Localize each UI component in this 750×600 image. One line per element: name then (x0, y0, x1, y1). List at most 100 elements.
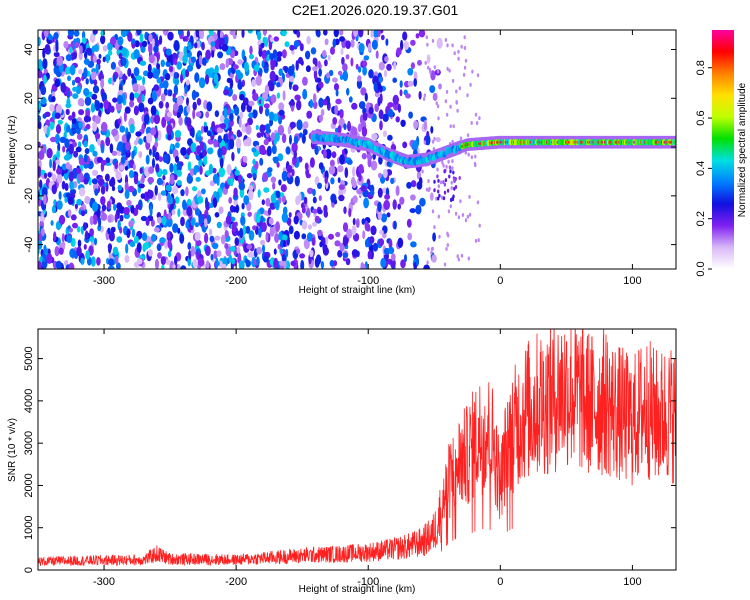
spectrogram-speck (269, 70, 276, 82)
spectrogram-speck (317, 209, 323, 215)
spectrogram-speck (360, 185, 367, 192)
spectrogram-speck (172, 93, 176, 99)
spectrogram-speck (221, 43, 229, 52)
spectrogram-speck (362, 111, 368, 121)
spectrogram-speck (94, 188, 99, 196)
spectrogram-speck (205, 245, 211, 257)
spectrogram-speck (124, 254, 130, 263)
spectrogram-speck (227, 178, 231, 185)
spectrogram-speck (437, 116, 440, 121)
spectrogram-speck (122, 75, 128, 81)
spectrogram-speck (192, 258, 199, 268)
spectrogram-x-ticks: -300 -200 -100 0 100 (93, 30, 642, 287)
spectrogram-speck (441, 160, 444, 165)
spectrogram-speck (238, 79, 242, 89)
spectrogram-speck (146, 132, 153, 144)
spectrogram-speck (341, 149, 345, 156)
spectrogram-speck (425, 134, 431, 146)
spectrogram-speck (461, 213, 465, 217)
spectrogram-speck (205, 260, 210, 269)
spectrogram-speck (396, 47, 402, 56)
spectrogram-speck (79, 45, 83, 55)
spectrogram-speck (107, 215, 112, 223)
spectrogram-speck (379, 229, 384, 235)
spectrogram-speck (274, 233, 280, 243)
spectrogram-speck (400, 119, 406, 128)
spectrogram-speck (54, 246, 60, 257)
spectrogram-speck (283, 240, 286, 248)
spectrogram-speck (112, 74, 117, 83)
spectrogram-speck (377, 30, 381, 38)
spectrogram-speck (91, 105, 96, 113)
spectrogram-speck (47, 172, 52, 178)
spectrogram-speck (319, 241, 323, 248)
spectrogram-speck (173, 84, 179, 96)
spectrogram-speck (185, 221, 189, 229)
spectrogram-speck (312, 188, 316, 197)
spectrogram-y-axis-label: Frequency (Hz) (7, 116, 18, 185)
spectrogram-speck (185, 186, 189, 197)
spectrogram-speck (346, 159, 353, 165)
spectrogram-speck (38, 59, 43, 68)
spectrogram-speck (230, 245, 236, 252)
spectrogram-speck (48, 34, 53, 41)
spectrogram-speck (167, 212, 172, 220)
spectrogram-speck (244, 61, 249, 72)
spectrogram-speck (124, 181, 129, 192)
spectrogram-speck (212, 167, 217, 174)
spectrogram-speck (176, 169, 183, 177)
spectrogram-speck (173, 41, 180, 52)
spectrogram-speck (289, 121, 296, 129)
spectrogram-speck (80, 257, 85, 265)
spectrogram-speck (92, 54, 97, 63)
spectrogram-speck (138, 138, 143, 145)
spectrogram-speck (56, 200, 63, 210)
spectrogram-speck (185, 79, 190, 86)
spectrogram-speck (440, 195, 444, 200)
spectrogram-speck (247, 189, 254, 201)
spectrogram-speck (135, 131, 142, 137)
spectrogram-speck (78, 109, 85, 116)
spectrogram-speck (247, 251, 254, 258)
spectrogram-speck (180, 216, 185, 227)
spectrogram-speck (432, 232, 436, 242)
spectrogram-speck (270, 36, 274, 43)
spectrogram-speck (288, 100, 295, 106)
spectrogram-speck (128, 170, 135, 179)
spectrogram-speck (378, 172, 382, 179)
spectrogram-speck (447, 159, 450, 164)
spectrogram-speck (53, 32, 59, 40)
spectrogram-speck (236, 72, 244, 80)
spectrogram-speck (457, 56, 460, 61)
spectrogram-speck (449, 124, 452, 129)
spectrogram-speck (53, 66, 58, 75)
spectrogram-speck (174, 130, 182, 138)
spectrogram-speck (393, 220, 397, 230)
spectrogram-speck (330, 46, 335, 55)
spectrogram-speck (198, 55, 203, 66)
spectrogram-speck (249, 53, 254, 60)
spectrogram-speck (156, 63, 161, 70)
spectrogram-speck (284, 66, 289, 74)
spectrogram-speck (232, 94, 238, 101)
spectrogram-speck (454, 211, 458, 216)
spectrogram-speck (109, 105, 115, 113)
spectrogram-speck (93, 79, 98, 86)
spectrogram-speck (423, 119, 427, 131)
spectrogram-speck (270, 176, 277, 183)
spectrogram-speck (125, 140, 131, 151)
spectrogram-speck (145, 217, 150, 226)
spectrogram-speck (192, 109, 196, 120)
spectrogram-speck (83, 67, 88, 78)
spectrogram-speck (249, 45, 253, 55)
spectrogram-speck (287, 65, 294, 76)
spectrogram-speck (96, 257, 101, 266)
spectrogram-speck (74, 41, 80, 49)
spectrogram-speck (67, 209, 72, 218)
spectrogram-speck (322, 149, 327, 159)
spectrogram-speck (435, 196, 438, 201)
spectrogram-speck (190, 142, 197, 153)
spectrogram-speck (133, 235, 139, 244)
spectrogram-speck (60, 82, 66, 93)
spectrogram-speck (179, 233, 185, 244)
